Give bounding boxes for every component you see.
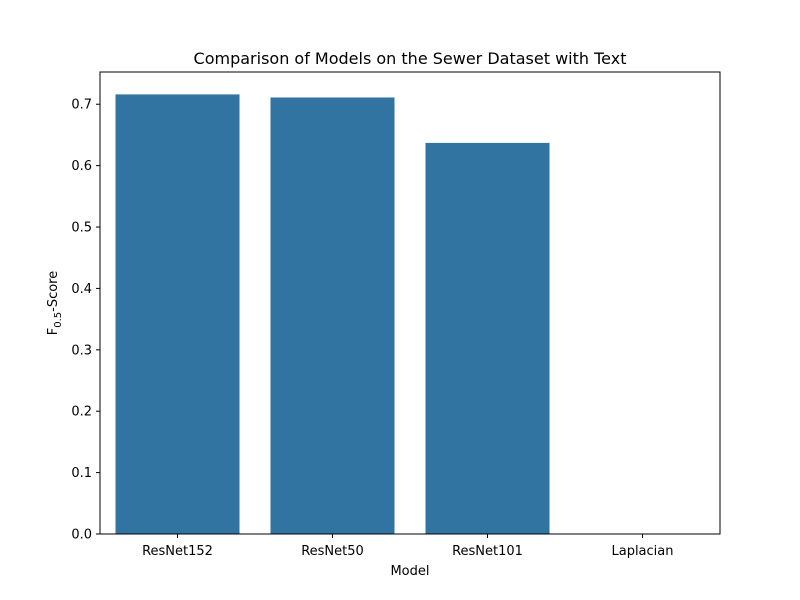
- y-axis-label-subscript: 0.5: [53, 312, 64, 328]
- bar-resnet101: [425, 142, 550, 534]
- x-tick-label: Laplacian: [611, 544, 673, 559]
- y-axis: 0.0 0.1 0.2 0.3 0.4 0.5 0.6 0.7: [71, 98, 100, 543]
- bar-resnet50: [270, 97, 395, 534]
- x-tick-label: ResNet50: [301, 544, 364, 559]
- y-tick-label: 0.4: [71, 282, 92, 297]
- y-tick-label: 0.6: [71, 159, 92, 174]
- x-tick-label: ResNet152: [142, 544, 213, 559]
- y-tick-label: 0.1: [71, 466, 92, 481]
- y-axis-label-prefix: F: [46, 328, 61, 335]
- y-axis-label: F0.5-Score: [46, 271, 64, 336]
- x-axis-label: Model: [390, 564, 429, 579]
- x-axis: ResNet152 ResNet50 ResNet101 Laplacian: [142, 534, 674, 559]
- y-tick-label: 0.2: [71, 405, 92, 420]
- x-tick-label: ResNet101: [452, 544, 523, 559]
- bar-resnet152: [115, 94, 240, 534]
- bars-group: [115, 94, 550, 534]
- y-tick-label: 0.0: [71, 528, 92, 543]
- y-tick-label: 0.7: [71, 98, 92, 113]
- y-tick-label: 0.3: [71, 343, 92, 358]
- y-axis-label-suffix: -Score: [46, 271, 61, 312]
- chart-title: Comparison of Models on the Sewer Datase…: [194, 49, 627, 68]
- plot-frame: [99, 71, 721, 535]
- y-tick-label: 0.5: [71, 221, 92, 236]
